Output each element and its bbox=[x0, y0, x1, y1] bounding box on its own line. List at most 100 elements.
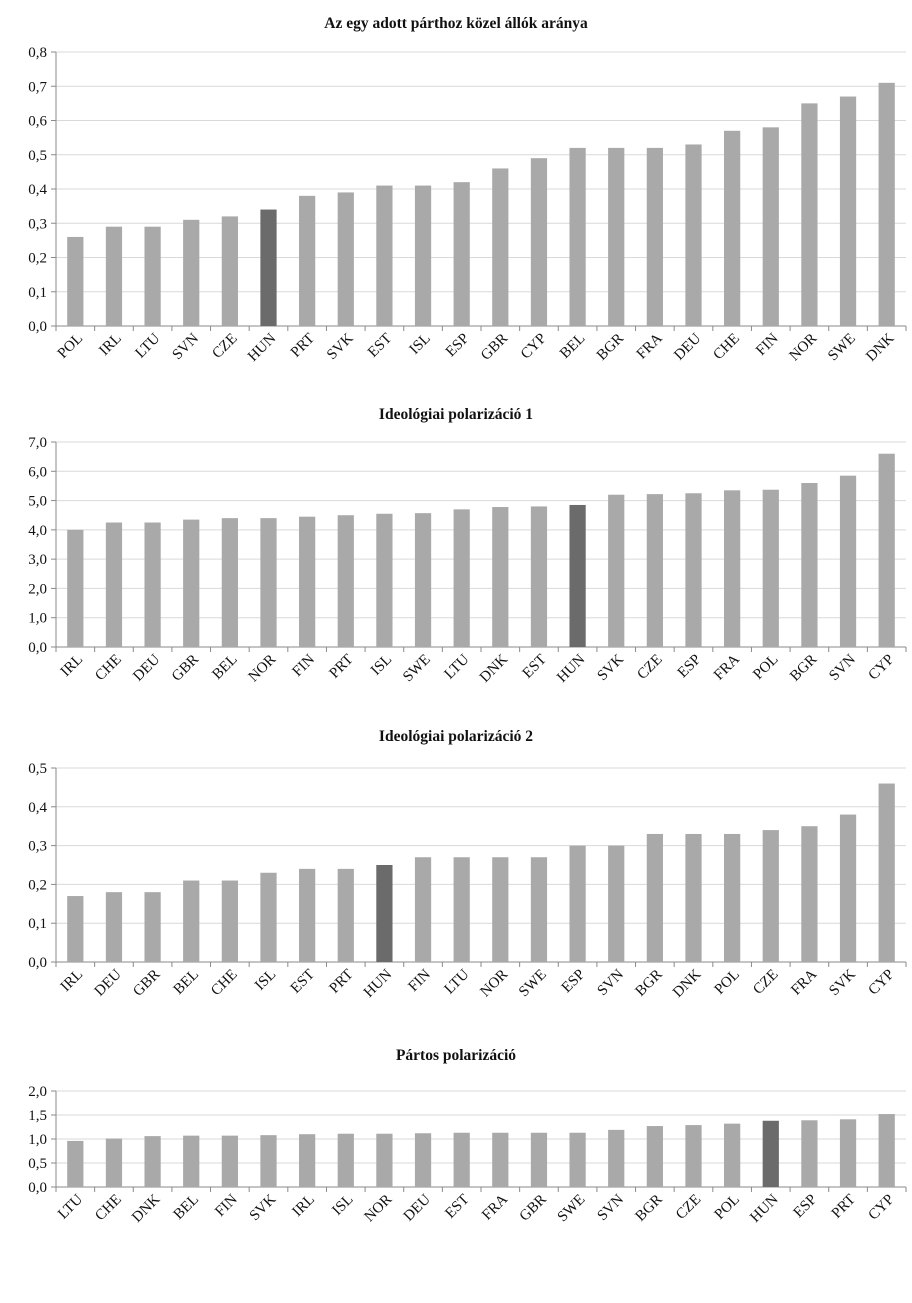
bar-nor bbox=[376, 1133, 393, 1187]
x-tick-label: BGR bbox=[633, 1192, 666, 1225]
bar-bel bbox=[183, 1135, 200, 1187]
bar-swe bbox=[839, 96, 857, 327]
x-tick-label: EST bbox=[442, 1192, 472, 1222]
x-tick-label: ISL bbox=[368, 652, 395, 679]
x-tick-label: DEU bbox=[671, 330, 704, 363]
y-tick-label: 6,0 bbox=[28, 464, 47, 480]
bar-che bbox=[105, 1138, 123, 1187]
bar-svk bbox=[260, 1135, 277, 1187]
bar-nor bbox=[260, 518, 277, 647]
chart-panel-1: Az egy adott párthoz közel állók aránya 0… bbox=[28, 15, 907, 365]
bar-nor bbox=[492, 857, 509, 962]
x-tick-label: SWE bbox=[516, 967, 550, 1001]
x-tick-label: SVN bbox=[595, 1191, 628, 1224]
bar-dnk bbox=[144, 1136, 161, 1187]
x-tick-label: SWE bbox=[400, 652, 434, 686]
bar-bgr bbox=[646, 833, 663, 962]
bar-svk bbox=[839, 814, 857, 962]
bar-prt bbox=[839, 1119, 857, 1187]
bar-ltu bbox=[67, 1140, 84, 1187]
x-tick-label: GBR bbox=[130, 967, 163, 1000]
bar-prt bbox=[337, 515, 354, 647]
bar-prt bbox=[337, 868, 354, 962]
bar-bel bbox=[183, 880, 200, 962]
x-tick-label: IRL bbox=[58, 967, 86, 995]
y-tick-label: 0,0 bbox=[28, 640, 47, 656]
x-tick-label: SVK bbox=[247, 1191, 280, 1224]
bar-gbr bbox=[183, 519, 200, 647]
bar-cze bbox=[221, 216, 238, 326]
bar-cyp bbox=[530, 158, 548, 326]
x-tick-label: SVK bbox=[324, 330, 357, 363]
x-tick-label: CZE bbox=[750, 967, 781, 998]
x-tick-label: BGR bbox=[787, 652, 820, 685]
x-tick-label: FIN bbox=[405, 966, 434, 995]
x-tick-label: CHE bbox=[92, 1192, 125, 1225]
bar-svn bbox=[608, 845, 625, 962]
bar-ltu bbox=[144, 226, 161, 326]
bar-bgr bbox=[801, 483, 818, 647]
x-tick-label: SVN bbox=[170, 330, 203, 363]
x-tick-label: DEU bbox=[130, 651, 163, 684]
x-tick-label: CZE bbox=[209, 331, 240, 362]
x-tick-label: HUN bbox=[554, 651, 588, 685]
bar-irl bbox=[67, 896, 84, 962]
x-tick-label: ISL bbox=[252, 967, 279, 994]
x-tick-label: BEL bbox=[557, 331, 588, 362]
x-tick-label: IRL bbox=[58, 652, 86, 680]
x-tick-label: CYP bbox=[866, 652, 898, 684]
y-tick-label: 4,0 bbox=[28, 523, 47, 539]
bar-hun bbox=[376, 865, 393, 962]
x-tick-label: PRT bbox=[288, 331, 318, 361]
bar-esp bbox=[569, 845, 586, 962]
y-tick-label: 1,5 bbox=[28, 1108, 47, 1124]
bar-fra bbox=[492, 1132, 509, 1187]
y-tick-label: 0,0 bbox=[28, 1180, 47, 1196]
bar-che bbox=[105, 522, 123, 647]
x-tick-label: EST bbox=[288, 967, 318, 997]
y-tick-label: 0,0 bbox=[28, 319, 47, 335]
y-tick-label: 0,2 bbox=[28, 877, 47, 893]
bar-pol bbox=[67, 236, 84, 326]
bar-dnk bbox=[685, 833, 702, 962]
x-tick-label: CZE bbox=[634, 652, 665, 683]
bar-nor bbox=[801, 103, 818, 326]
x-tick-label: HUN bbox=[245, 330, 279, 364]
bar-pol bbox=[724, 1123, 741, 1187]
x-tick-label: NOR bbox=[362, 1192, 396, 1226]
x-tick-label: LTU bbox=[132, 330, 163, 361]
bar-svn bbox=[608, 1129, 625, 1187]
x-tick-label: PRT bbox=[326, 652, 356, 682]
x-tick-label: PRT bbox=[326, 967, 356, 997]
x-tick-label: FIN bbox=[212, 1191, 241, 1220]
x-tick-label: DEU bbox=[92, 966, 125, 999]
x-tick-label: GBR bbox=[478, 331, 511, 364]
y-tick-label: 1,0 bbox=[28, 1132, 47, 1148]
x-tick-label: CYP bbox=[866, 1192, 898, 1224]
y-tick-label: 0,6 bbox=[28, 114, 47, 130]
bar-irl bbox=[67, 529, 84, 647]
x-tick-label: ESP bbox=[559, 967, 589, 997]
x-tick-label: SVN bbox=[826, 651, 859, 684]
x-tick-label: HUN bbox=[361, 966, 395, 1000]
bar-cyp bbox=[878, 453, 895, 647]
bar-fin bbox=[414, 857, 432, 962]
x-tick-label: CHE bbox=[92, 652, 125, 685]
x-tick-label: FRA bbox=[788, 966, 820, 998]
bar-hun bbox=[569, 504, 586, 647]
chart-panel-2: Ideológiai polarizáció 1 0,0 1,0 2,0 3,0 4,0 5… bbox=[28, 406, 907, 686]
x-tick-label: DNK bbox=[129, 1191, 163, 1225]
x-tick-label: BEL bbox=[171, 1192, 202, 1223]
x-tick-label: CHE bbox=[208, 967, 241, 1000]
bar-hun bbox=[260, 209, 277, 326]
x-tick-label: ISL bbox=[407, 331, 434, 358]
bar-est bbox=[376, 185, 393, 326]
x-tick-label: PRT bbox=[829, 1192, 859, 1222]
bar-ltu bbox=[453, 509, 470, 647]
bar-fra bbox=[646, 147, 663, 326]
x-tick-label: BGR bbox=[594, 331, 627, 364]
x-tick-label: SVN bbox=[595, 966, 628, 999]
bar-isl bbox=[337, 1133, 354, 1187]
y-tick-label: 3,0 bbox=[28, 552, 47, 568]
